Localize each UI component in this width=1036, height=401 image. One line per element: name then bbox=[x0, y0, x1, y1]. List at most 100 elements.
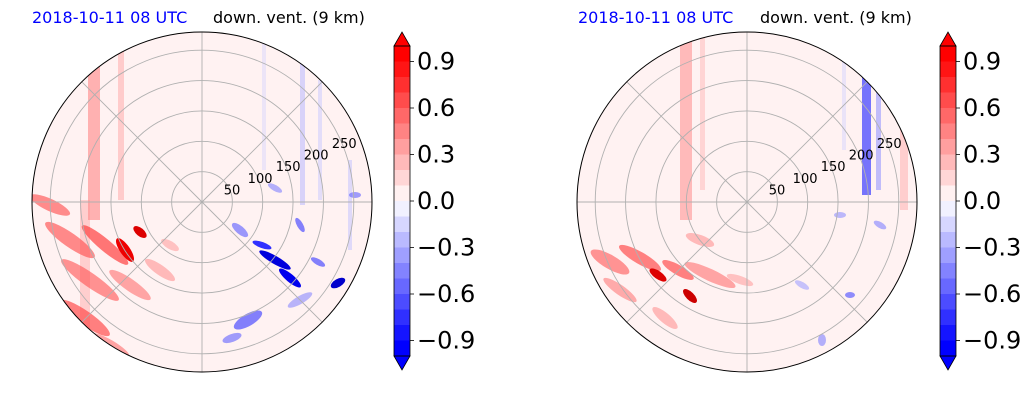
colorbar-segment bbox=[940, 139, 956, 155]
colorbar-segment bbox=[394, 325, 410, 341]
colorbar-segment bbox=[940, 263, 956, 279]
colorbar-segment bbox=[940, 294, 956, 310]
colorbar-segment bbox=[394, 108, 410, 124]
colorbar-segment bbox=[940, 61, 956, 78]
radial-tick-label: 200 bbox=[849, 149, 874, 164]
colorbar-tick-label: 0.9 bbox=[417, 48, 455, 76]
colorbar-tick-label: 0.3 bbox=[963, 141, 1001, 169]
title-date-right: 2018-10-11 08 UTC bbox=[578, 8, 733, 27]
title-variable-right: down. vent. (9 km) bbox=[760, 8, 912, 27]
radial-tick-label: 250 bbox=[332, 137, 357, 152]
colorbar-segment bbox=[940, 154, 956, 171]
radial-tick-label: 50 bbox=[224, 183, 241, 198]
angular-gridline bbox=[201, 201, 323, 323]
colorbar-segment bbox=[394, 216, 410, 233]
colorbar-segment bbox=[394, 61, 410, 78]
colorbar-tick-label: 0.3 bbox=[417, 141, 455, 169]
radial-tick-label: 250 bbox=[877, 137, 902, 152]
radial-tick-label: 100 bbox=[793, 172, 818, 187]
colorbar-segment bbox=[394, 170, 410, 186]
field-streak bbox=[680, 32, 692, 220]
colorbar-tick-label: −0.6 bbox=[963, 280, 1021, 308]
radial-tick-label: 200 bbox=[304, 149, 329, 164]
colorbar-segment bbox=[940, 201, 956, 217]
field-streak bbox=[876, 60, 881, 190]
colorbar-left: 0.9 0.6 0.3 0.0 −0.3 −0.6 −0.9 bbox=[393, 31, 475, 371]
colorbar-tick-label: −0.6 bbox=[417, 280, 475, 308]
colorbar-segment bbox=[940, 247, 956, 264]
colorbar-segment bbox=[940, 46, 956, 62]
colorbar-tick-label: 0.9 bbox=[963, 48, 1001, 76]
colorbar-segment bbox=[394, 185, 410, 202]
negative-anomalies-left bbox=[222, 183, 361, 344]
colorbar-tick-label: −0.3 bbox=[417, 234, 475, 262]
colorbar-segment bbox=[394, 247, 410, 264]
colorbar-extend-min bbox=[393, 355, 411, 371]
colorbar-segment bbox=[940, 108, 956, 124]
angular-gridline bbox=[201, 81, 323, 203]
colorbar-segment bbox=[940, 77, 956, 93]
colorbar-segment bbox=[940, 216, 956, 233]
field-streak bbox=[318, 80, 322, 200]
polar-plot-left: 2018-10-11 08 UTC down. vent. (9 km) bbox=[31, 8, 475, 373]
colorbar-segment bbox=[394, 309, 410, 326]
colorbar-segment bbox=[940, 92, 956, 109]
colorbar-tick-label: 0.6 bbox=[963, 94, 1001, 122]
colorbar-right: 0.9 0.6 0.3 0.0 −0.3 −0.6 −0.9 bbox=[939, 31, 1021, 371]
title-date-left: 2018-10-11 08 UTC bbox=[32, 8, 187, 27]
angular-gridline bbox=[626, 81, 748, 203]
colorbar-segment bbox=[940, 340, 956, 357]
polar-frame-right bbox=[576, 31, 918, 373]
polar-grid-right bbox=[577, 32, 917, 372]
colorbar-tick-label: 0.0 bbox=[963, 187, 1001, 215]
colorbar-tick-label: −0.9 bbox=[963, 327, 1021, 355]
field-streak bbox=[842, 40, 846, 150]
colorbar-segment bbox=[394, 294, 410, 310]
colorbar-segment bbox=[940, 170, 956, 186]
colorbar-tick-label: −0.3 bbox=[963, 234, 1021, 262]
colorbar-segment bbox=[940, 123, 956, 140]
colorbar-segment bbox=[940, 325, 956, 341]
colorbar-segment bbox=[394, 340, 410, 357]
title-variable-left: down. vent. (9 km) bbox=[213, 8, 365, 27]
angular-gridline bbox=[626, 201, 748, 323]
field-streak bbox=[88, 32, 100, 220]
colorbar-segment bbox=[394, 92, 410, 109]
colorbar-tick-label: 0.6 bbox=[417, 94, 455, 122]
colorbar-segment bbox=[394, 201, 410, 217]
colorbar-segment bbox=[394, 278, 410, 295]
colorbar-segment bbox=[940, 309, 956, 326]
radial-tick-label: 150 bbox=[276, 160, 301, 175]
angular-gridline bbox=[81, 81, 203, 203]
colorbar-extend-max bbox=[393, 31, 411, 47]
colorbar-segment bbox=[394, 263, 410, 279]
polar-frame-left bbox=[31, 31, 373, 373]
radial-tick-label: 50 bbox=[769, 183, 786, 198]
colorbar-segment bbox=[394, 232, 410, 248]
colorbar-tick-label: −0.9 bbox=[417, 327, 475, 355]
colorbar-extend-max bbox=[939, 31, 957, 47]
field-streak bbox=[348, 160, 352, 250]
colorbar-segment bbox=[394, 46, 410, 62]
colorbar-segment bbox=[940, 185, 956, 202]
negative-anomalies-right bbox=[794, 212, 887, 346]
angular-gridline bbox=[746, 81, 868, 203]
polar-plot-right: 2018-10-11 08 UTC down. vent. (9 km) bbox=[576, 8, 1021, 373]
colorbar-segment bbox=[394, 139, 410, 155]
colorbar-segment bbox=[940, 278, 956, 295]
field-streak bbox=[262, 32, 266, 170]
colorbar-segment bbox=[394, 77, 410, 93]
colorbar-tick-label: 0.0 bbox=[417, 187, 455, 215]
radial-tick-label: 100 bbox=[248, 172, 273, 187]
field-streak bbox=[118, 32, 124, 200]
angular-gridline bbox=[746, 201, 868, 323]
colorbar-extend-min bbox=[939, 355, 957, 371]
field-streak bbox=[300, 55, 305, 205]
radial-tick-label: 150 bbox=[821, 160, 846, 175]
field-streak bbox=[862, 75, 871, 195]
field-streak bbox=[700, 32, 705, 190]
colorbar-segment bbox=[940, 232, 956, 248]
